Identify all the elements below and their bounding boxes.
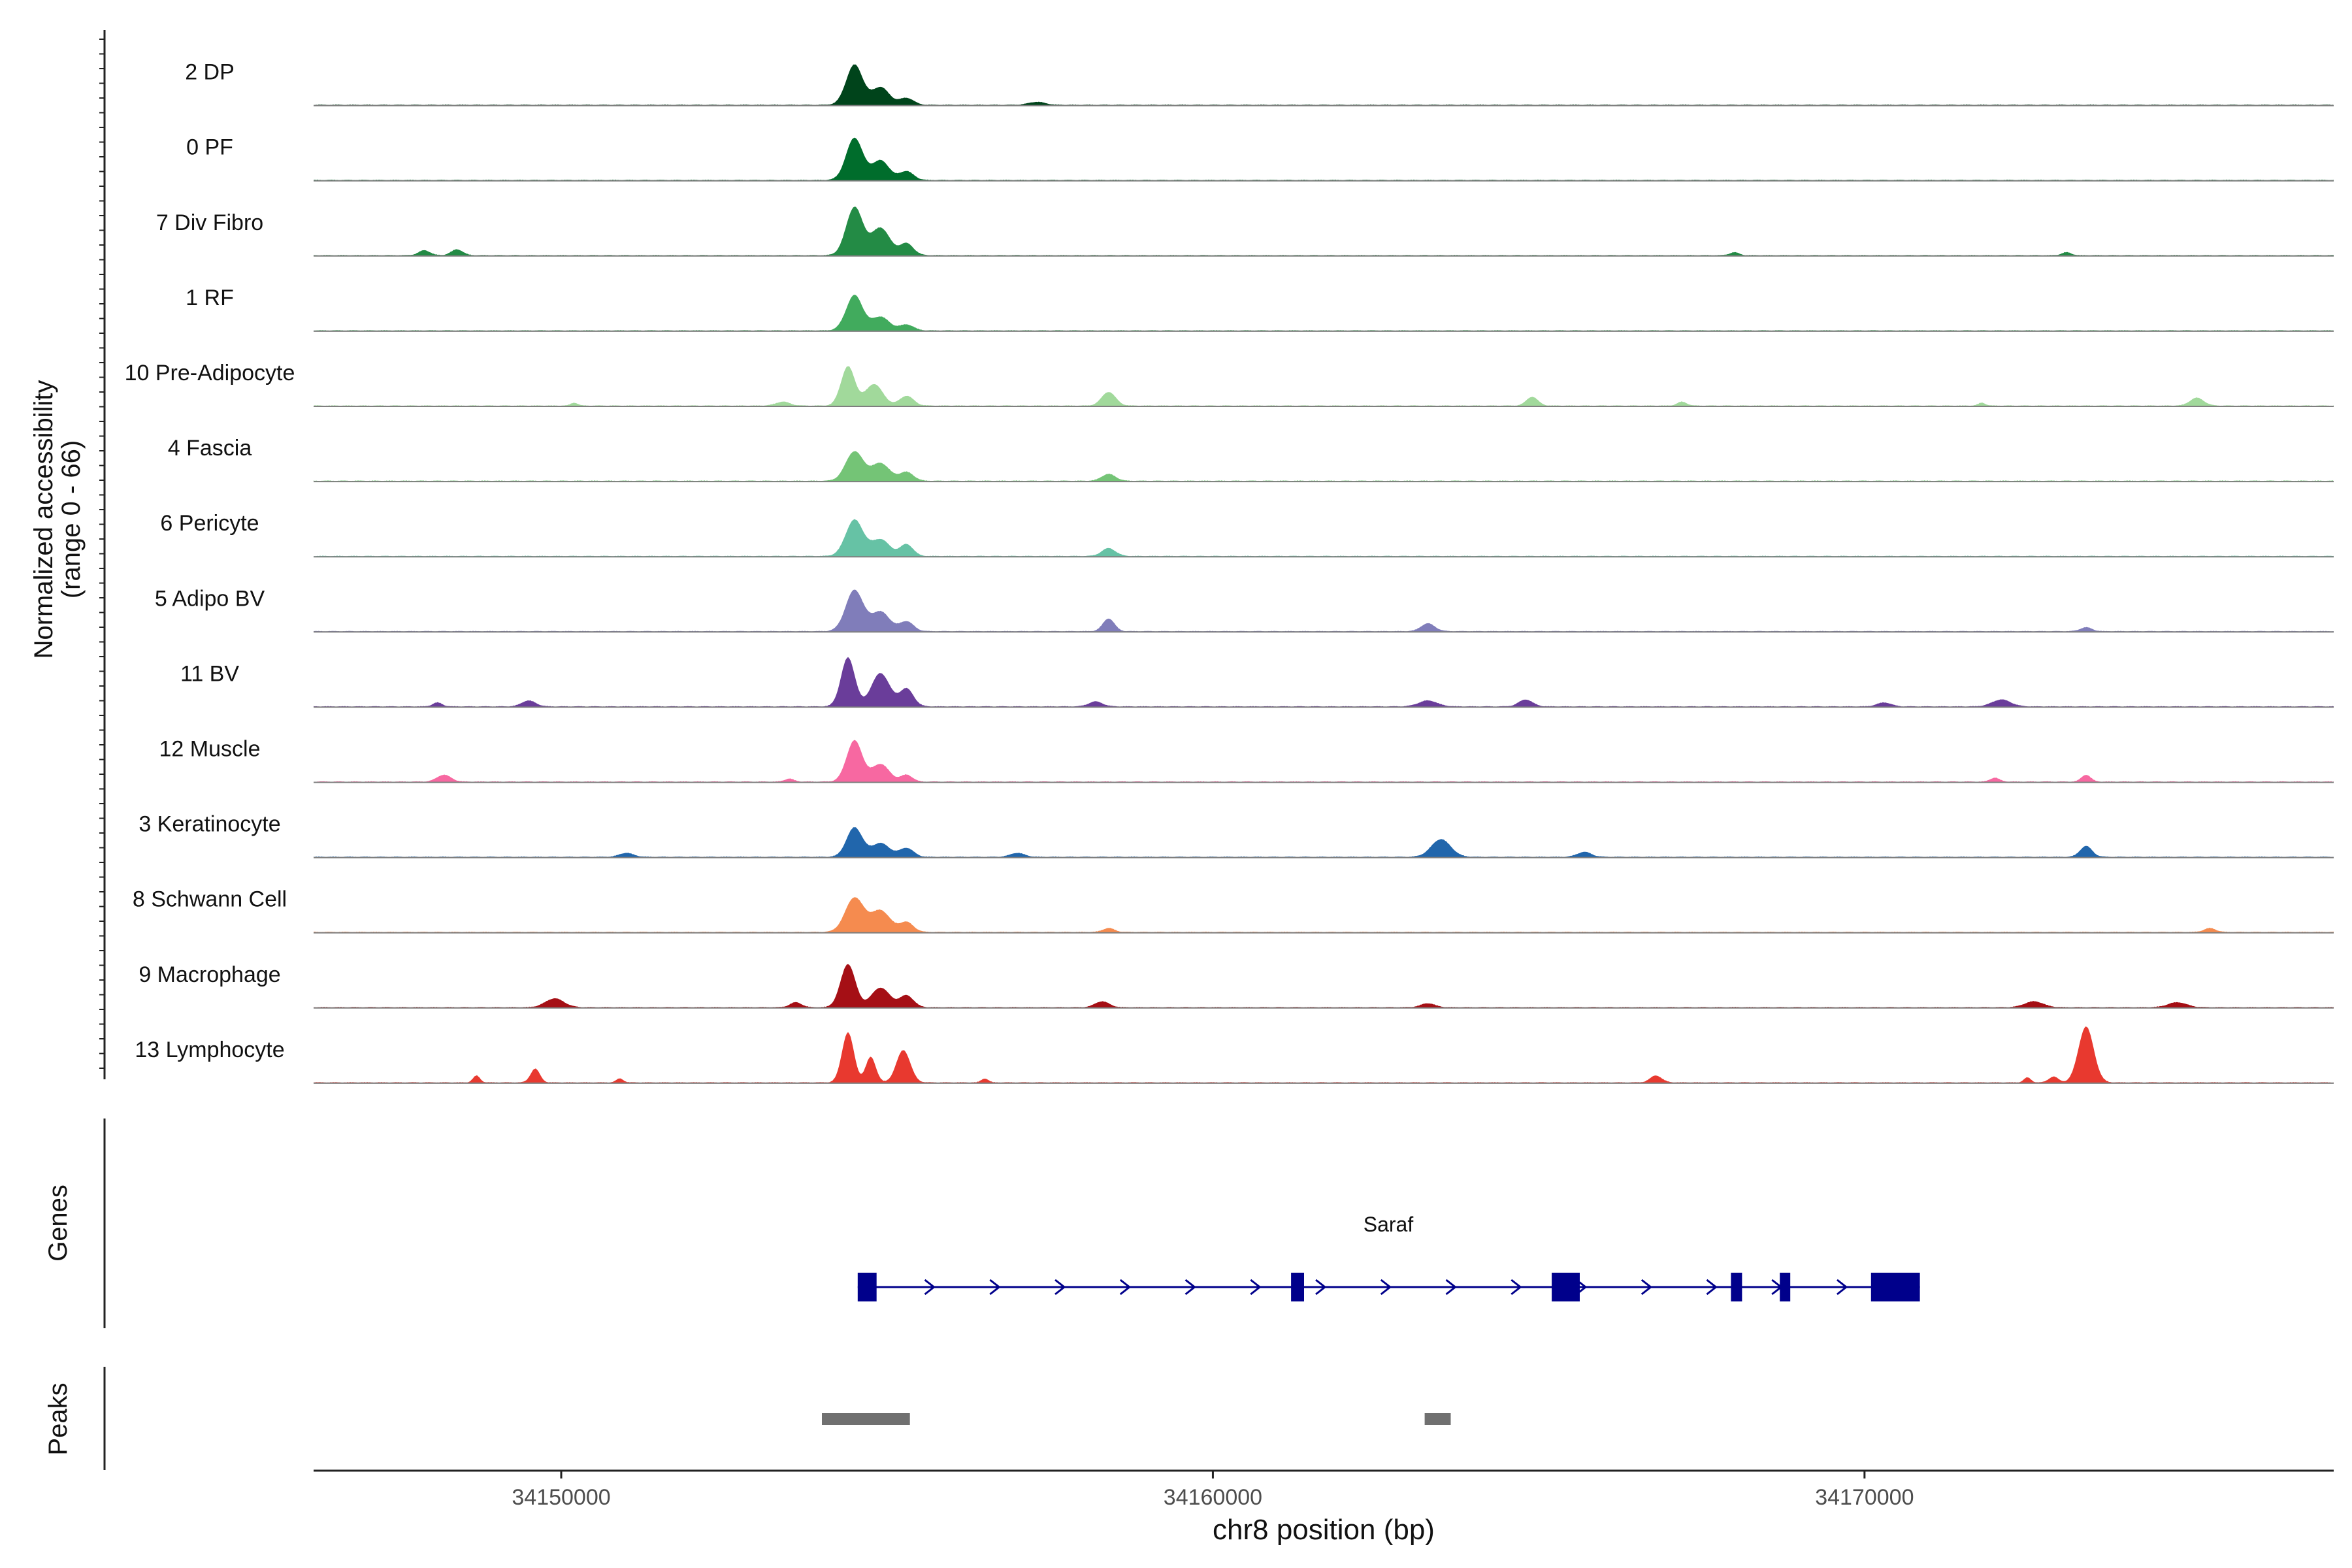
track-label: 4 Fascia xyxy=(168,436,252,461)
gene-exon xyxy=(1780,1273,1791,1301)
gene-label: Saraf xyxy=(1364,1213,1414,1236)
x-axis-ticks: 34150000 34160000 34170000 xyxy=(512,1471,1914,1510)
gene-exon xyxy=(1870,1273,1920,1301)
track-11: 3 Keratinocyte xyxy=(139,812,2334,858)
track-label: 0 PF xyxy=(186,135,233,160)
strand-arrow xyxy=(1184,1279,1196,1296)
track-6: 4 Fascia xyxy=(168,436,2334,483)
coverage-area xyxy=(314,64,2334,106)
strand-arrow xyxy=(1511,1279,1522,1296)
peak-region xyxy=(1424,1413,1451,1425)
track-1: 2 DP xyxy=(185,60,2334,106)
coverage-area xyxy=(314,366,2334,406)
peak-region xyxy=(822,1413,910,1425)
strand-arrow xyxy=(1380,1279,1392,1296)
strand-arrow xyxy=(1315,1279,1327,1296)
coverage-area xyxy=(314,451,2334,482)
track-9: 11 BV xyxy=(180,657,2334,708)
gene-exon xyxy=(1731,1273,1742,1301)
strand-arrow xyxy=(1641,1279,1653,1296)
coverage-area xyxy=(314,589,2334,632)
track-label: 2 DP xyxy=(185,60,235,85)
x-tick-label: 34160000 xyxy=(1164,1485,1262,1510)
track-label: 1 RF xyxy=(186,286,234,310)
track-label: 8 Schwann Cell xyxy=(133,887,287,912)
gene-track: Saraf xyxy=(857,1213,1920,1301)
track-label: 3 Keratinocyte xyxy=(139,812,280,837)
coverage-area xyxy=(314,827,2334,858)
track-label: 10 Pre-Adipocyte xyxy=(125,361,295,385)
track-label: 13 Lymphocyte xyxy=(135,1037,284,1062)
track-2: 0 PF xyxy=(186,135,2334,182)
x-axis-title: chr8 position (bp) xyxy=(1213,1514,1435,1546)
y-axis-ticks xyxy=(99,39,105,1069)
track-14: 13 Lymphocyte xyxy=(135,1026,2334,1084)
coverage-area xyxy=(314,657,2334,708)
coverage-area xyxy=(314,897,2334,933)
coverage-tracks: 2 DP 0 PF 7 Div Fibro 1 RF 10 Pre-Adipocyte 4… xyxy=(125,60,2334,1084)
track-10: 12 Muscle xyxy=(159,737,2334,783)
coverage-area xyxy=(314,206,2334,256)
coverage-area xyxy=(314,1026,2334,1083)
track-label: 12 Muscle xyxy=(159,737,261,762)
coverage-area xyxy=(314,964,2334,1008)
track-12: 8 Schwann Cell xyxy=(133,887,2334,934)
strand-arrow xyxy=(1445,1279,1457,1296)
track-3: 7 Div Fibro xyxy=(156,206,2334,257)
gene-exon xyxy=(857,1273,877,1301)
peak-regions xyxy=(822,1413,1451,1425)
coverage-area xyxy=(314,519,2334,557)
track-label: 5 Adipo BV xyxy=(155,586,265,611)
peaks-panel-label: Peaks xyxy=(44,1382,73,1455)
strand-arrow xyxy=(1054,1279,1066,1296)
gene-exon xyxy=(1552,1273,1580,1301)
x-tick-label: 34170000 xyxy=(1815,1485,1914,1510)
strand-arrow xyxy=(1837,1279,1848,1296)
track-8: 5 Adipo BV xyxy=(155,586,2334,633)
coverage-area xyxy=(314,137,2334,181)
strand-arrow xyxy=(1706,1279,1718,1296)
track-4: 1 RF xyxy=(186,286,2334,332)
strand-arrow xyxy=(989,1279,1001,1296)
strand-arrow xyxy=(924,1279,936,1296)
x-tick-label: 34150000 xyxy=(512,1485,610,1510)
track-label: 6 Pericyte xyxy=(160,511,259,536)
y-axis-subtitle: (range 0 - 66) xyxy=(57,440,86,598)
track-7: 6 Pericyte xyxy=(160,511,2334,558)
strand-arrow xyxy=(1250,1279,1262,1296)
coverage-area xyxy=(314,740,2334,783)
y-axis-title: Normalized accessibility xyxy=(29,380,58,659)
track-label: 9 Macrophage xyxy=(139,962,280,987)
track-label: 11 BV xyxy=(180,661,239,686)
track-label: 7 Div Fibro xyxy=(156,210,263,235)
coverage-area xyxy=(314,295,2334,331)
track-13: 9 Macrophage xyxy=(139,962,2334,1009)
genes-panel-label: Genes xyxy=(44,1184,73,1262)
strand-arrow xyxy=(1119,1279,1132,1296)
gene-exon xyxy=(1291,1273,1304,1301)
track-5: 10 Pre-Adipocyte xyxy=(125,361,2334,407)
